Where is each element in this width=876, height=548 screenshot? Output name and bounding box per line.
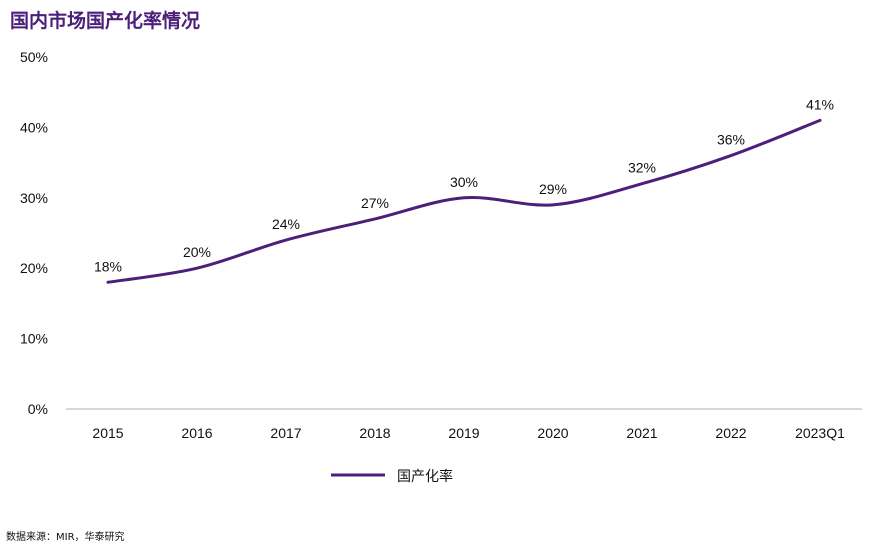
x-tick-label: 2023Q1	[795, 425, 845, 441]
x-tick-label: 2020	[537, 425, 568, 441]
x-tick-label: 2022	[715, 425, 746, 441]
chart-title: 国内市场国产化率情况	[10, 10, 201, 32]
x-tick-label: 2016	[181, 425, 212, 441]
x-tick-label: 2015	[92, 425, 123, 441]
data-label: 29%	[539, 181, 567, 197]
data-label: 27%	[361, 195, 389, 211]
data-label: 18%	[94, 258, 122, 274]
x-axis-ticks: 2015 2016 2017 2018 2019 2020 2021 2022 2023Q1	[92, 425, 845, 441]
x-tick-label: 2018	[359, 425, 390, 441]
y-tick-label: 40%	[20, 119, 48, 135]
y-tick-label: 0%	[28, 401, 48, 417]
x-tick-label: 2017	[270, 425, 301, 441]
y-tick-label: 20%	[20, 260, 48, 276]
x-tick-label: 2021	[626, 425, 657, 441]
series-line-国产化率	[106, 118, 822, 284]
data-label: 20%	[183, 244, 211, 260]
legend: 国产化率	[331, 468, 453, 484]
y-tick-label: 10%	[20, 331, 48, 347]
data-label: 36%	[717, 132, 745, 148]
legend-label: 国产化率	[397, 468, 453, 484]
source-note: 数据来源：MIR，华泰研究	[6, 532, 125, 543]
data-labels: 18% 20% 24% 27% 30% 29% 32% 36% 41%	[94, 96, 834, 274]
y-tick-label: 30%	[20, 190, 48, 206]
y-axis-ticks: 0% 10% 20% 30% 40% 50%	[20, 49, 48, 417]
x-tick-label: 2019	[448, 425, 479, 441]
data-label: 30%	[450, 174, 478, 190]
data-label: 41%	[806, 96, 834, 112]
data-label: 24%	[272, 216, 300, 232]
y-tick-label: 50%	[20, 49, 48, 65]
data-label: 32%	[628, 160, 656, 176]
